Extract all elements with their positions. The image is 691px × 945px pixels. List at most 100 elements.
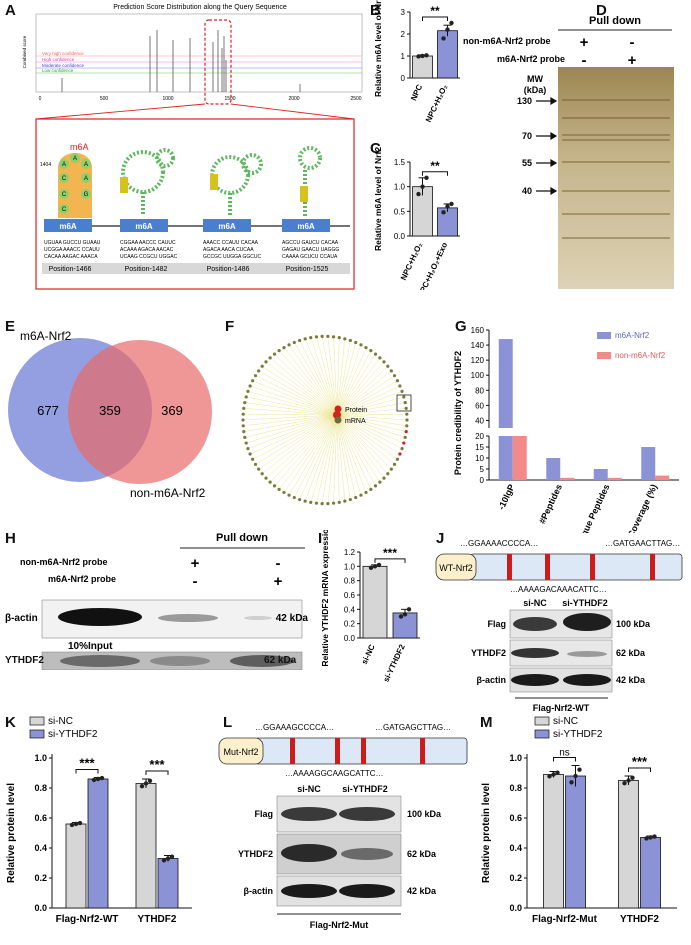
mut-band-flag-si — [339, 807, 395, 821]
network-edge — [310, 337, 338, 416]
mrna-node — [331, 501, 336, 505]
probe-non-label-h: non-m6A-Nrf2 probe — [20, 557, 108, 567]
highlight-node-box — [396, 394, 412, 412]
bar — [135, 783, 157, 909]
panel-letter-c: C — [370, 140, 381, 157]
band-label-actin: β-actin — [5, 613, 38, 624]
svg-text:CGGAA AACCC CAUUC: CGGAA AACCC CAUUC — [120, 240, 176, 246]
svg-text:C: C — [62, 192, 67, 198]
svg-text:130: 130 — [517, 96, 532, 106]
significance-bracket — [374, 558, 406, 563]
significance-label: *** — [149, 757, 165, 772]
wt-band-ythdf2-nc — [511, 648, 559, 658]
panel-j-figure: …GGAAAACCCCA… …GATGAACTTAG… WT-Nrf2 …AAA… — [435, 539, 683, 713]
data-point — [547, 774, 552, 779]
network-edge — [336, 344, 362, 416]
score-plot-title: Prediction Score Distribution along the … — [113, 4, 287, 11]
legend-swatch — [534, 716, 550, 726]
probe-m6a-label-h: m6A-Nrf2 probe — [48, 574, 116, 584]
y-tick-label: 1.0 — [394, 183, 406, 192]
significance-label: *** — [79, 756, 95, 771]
mrna-node — [326, 501, 330, 506]
svg-text:Flag: Flag — [254, 809, 273, 819]
svg-text:-: - — [582, 52, 587, 69]
network-edge — [336, 414, 351, 500]
mrna-node — [246, 389, 250, 393]
data-point — [139, 784, 145, 789]
m6a-highlights — [120, 174, 308, 202]
y-tick-label: 0.0 — [34, 903, 47, 913]
venn-count-left: 677 — [37, 403, 59, 418]
y-tick-label: 1.2 — [344, 548, 356, 557]
network-edge — [336, 396, 404, 416]
mrna-node — [242, 430, 246, 434]
mrna-node — [303, 499, 307, 503]
significance-label: *** — [632, 754, 648, 769]
y-tick-label: 100 — [471, 371, 485, 380]
svg-text:42 kDa: 42 kDa — [616, 675, 646, 685]
data-point — [147, 778, 153, 783]
mrna-node — [243, 401, 247, 405]
bar — [565, 775, 586, 909]
data-point — [445, 27, 450, 32]
network-edge — [336, 347, 367, 416]
network-edge — [336, 353, 376, 416]
kda-label-actin: 42 kDa — [276, 613, 309, 624]
wt-seq-top2: …GATGAACTTAG… — [605, 539, 680, 548]
network-edge — [278, 414, 338, 490]
y-tick-label: 0.8 — [34, 783, 47, 793]
svg-text:si-NC: si-NC — [297, 784, 321, 794]
chart-b: 0 1 2 3 Relative m6A level of Nrf2 NPC NPC+H₂O… — [373, 0, 460, 124]
y-tick-label: 0.5 — [394, 207, 406, 216]
mrna-node — [404, 406, 408, 410]
mut-band-flag-nc — [281, 807, 337, 821]
mut-lane-labels: si-NC si-YTHDF2 — [297, 784, 388, 794]
network-edge — [258, 414, 338, 470]
y-tick-label: 0.6 — [34, 813, 47, 823]
bar — [392, 612, 418, 639]
venn-count-right: 369 — [161, 403, 183, 418]
y-axis-label: Relative protein level — [6, 783, 17, 883]
x-tick-label: -10lgP — [496, 483, 516, 512]
network-edges — [242, 336, 408, 504]
svg-text:Position-1482: Position-1482 — [125, 266, 168, 273]
network-edge — [244, 414, 338, 438]
data-point — [569, 780, 574, 785]
network-edge — [321, 336, 338, 416]
mut-label-box — [218, 737, 264, 765]
network-edge — [278, 350, 338, 416]
mrna-node — [343, 337, 347, 341]
gel-bands — [562, 99, 670, 239]
svg-text:CAAAA GCUCU CCAUA: CAAAA GCUCU CCAUA — [282, 254, 338, 260]
network-edge — [242, 414, 338, 421]
svg-text:+: + — [628, 52, 637, 69]
network-edge — [255, 414, 338, 465]
network-edge — [336, 414, 395, 465]
svg-text:GAGAU GAACU UAGGG: GAGAU GAACU UAGGG — [282, 247, 339, 253]
mut-band-ythdf2-nc — [281, 844, 337, 862]
mrna-node — [241, 424, 245, 428]
wt-band-actin-si — [563, 674, 611, 686]
data-point — [398, 614, 404, 619]
data-point — [626, 778, 631, 783]
network-edge — [336, 342, 356, 416]
network-edge — [244, 402, 338, 416]
bar — [437, 207, 458, 237]
mrna-node — [386, 364, 390, 368]
wt-kda-labels: 100 kDa 62 kDa 42 kDa — [616, 619, 651, 685]
band-label-ythdf2: YTHDF2 — [5, 655, 44, 666]
data-point — [577, 767, 582, 772]
y-tick-label: 0.0 — [394, 232, 406, 241]
mrna-node — [348, 338, 352, 343]
network-edge — [283, 414, 338, 493]
network-edge — [262, 366, 338, 416]
network-edge — [274, 414, 338, 487]
mrna-node — [337, 336, 341, 340]
network-edge — [299, 340, 338, 416]
legend-label: si-NC — [553, 716, 578, 727]
mw-unit: (kDa) — [524, 85, 547, 95]
mrna-node — [309, 336, 313, 340]
network-edge — [246, 414, 338, 444]
band-lane3-actin — [244, 616, 272, 620]
network-edge — [336, 337, 340, 416]
